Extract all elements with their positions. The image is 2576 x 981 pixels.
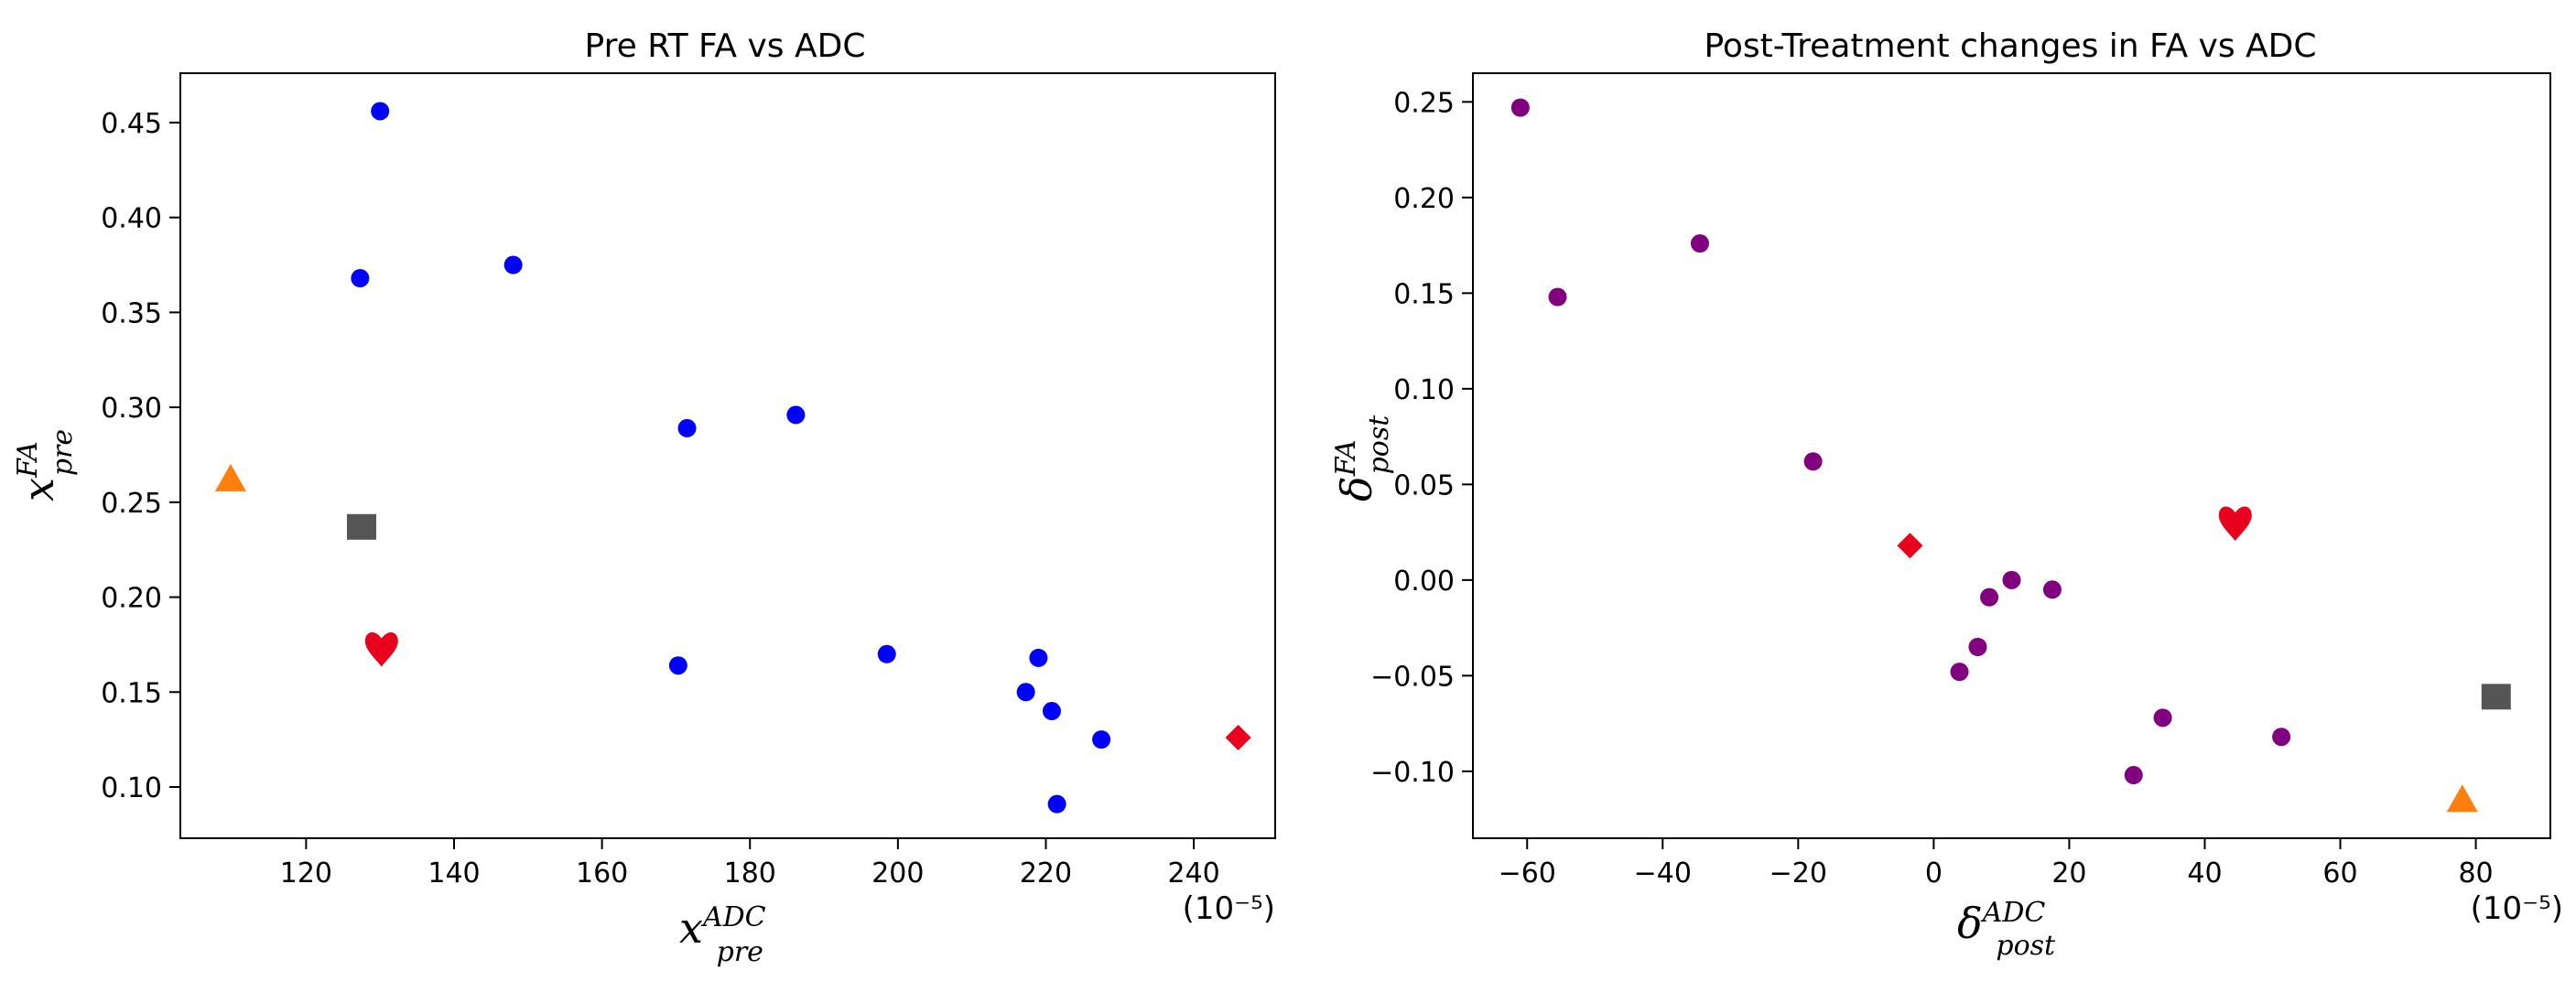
plot-frame xyxy=(179,72,1276,839)
y-tick-label: 0.30 xyxy=(101,393,162,425)
x-axis-label: xADC pre xyxy=(679,901,766,968)
x-tick-label: 40 xyxy=(2187,857,2222,889)
y-tick-label: 0.10 xyxy=(101,772,162,804)
circle-marker xyxy=(1510,98,1530,117)
square-marker xyxy=(2481,684,2511,710)
x-tick-label: −60 xyxy=(1499,857,1556,889)
heart-marker xyxy=(2218,506,2252,542)
chart-post-treatment: Post-Treatment changes in FA vs ADC −60−… xyxy=(1330,27,2563,962)
x-tick-label: 20 xyxy=(2051,857,2086,889)
x-tick-label: 220 xyxy=(1020,857,1072,889)
circle-marker xyxy=(2042,580,2062,599)
x-tick-label: 120 xyxy=(280,857,332,889)
y-tick-label: 0.25 xyxy=(1393,87,1455,119)
y-tick-label: 0.40 xyxy=(101,203,162,235)
y-tick-label: 0.20 xyxy=(101,583,162,615)
plot-frame xyxy=(1472,72,2551,839)
circle-marker xyxy=(2272,728,2291,747)
diamond-marker xyxy=(1897,533,1923,559)
circle-marker xyxy=(1047,794,1066,814)
x-tick-label: −40 xyxy=(1634,857,1692,889)
plot-area xyxy=(1510,98,2511,813)
y-tick-label: 0.15 xyxy=(101,677,162,709)
chart-title: Post-Treatment changes in FA vs ADC xyxy=(1704,27,2316,65)
y-tick-label: 0.15 xyxy=(1393,278,1455,310)
x-scale-label: (10⁻⁵) xyxy=(1183,890,1275,927)
circle-marker xyxy=(2002,570,2021,589)
x-tick-label: −20 xyxy=(1770,857,1827,889)
x-scale-label: (10⁻⁵) xyxy=(2471,890,2563,927)
x-tick-label: 200 xyxy=(871,857,924,889)
y-tick-label: 0.20 xyxy=(1393,183,1455,215)
circle-marker xyxy=(1092,730,1111,749)
y-axis-label: δFApost xyxy=(1330,415,1395,501)
circle-marker xyxy=(677,418,697,437)
circle-marker xyxy=(1803,452,1823,471)
chart-pre-rt: Pre RT FA vs ADC 120 140 160 180 200 220 240 0.… xyxy=(12,27,1276,968)
circle-marker xyxy=(371,102,390,121)
circle-marker xyxy=(1690,234,1709,253)
diamond-marker xyxy=(1225,725,1251,751)
x-tick-label: 80 xyxy=(2458,857,2493,889)
x-tick-label: 0 xyxy=(1925,857,1943,889)
y-tick-label: 0.45 xyxy=(101,108,162,140)
x-axis-label: δADC post xyxy=(1957,897,2056,962)
circle-marker xyxy=(1950,663,1969,682)
y-tick-label: −0.05 xyxy=(1370,661,1455,693)
axes: 120 140 160 180 200 220 240 0.10 0.15 0.20 0.25 0.3… xyxy=(101,108,1220,889)
x-tick-label: 60 xyxy=(2322,857,2357,889)
triangle-marker xyxy=(214,463,246,491)
chart-title: Pre RT FA vs ADC xyxy=(585,27,866,65)
x-tick-label: 240 xyxy=(1167,857,1219,889)
y-tick-label: 0.10 xyxy=(1393,374,1455,406)
square-marker xyxy=(346,513,376,540)
triangle-marker xyxy=(2446,784,2478,813)
circle-marker xyxy=(1042,702,1061,721)
y-tick-label: 0.05 xyxy=(1393,469,1455,501)
circle-marker xyxy=(1980,588,1999,607)
x-tick-label: 180 xyxy=(724,857,776,889)
circle-marker xyxy=(1029,648,1048,667)
x-tick-label: 160 xyxy=(576,857,628,889)
circle-marker xyxy=(1968,638,1987,656)
circle-marker xyxy=(503,255,523,275)
y-tick-label: 0.00 xyxy=(1393,566,1455,598)
plot-area xyxy=(214,102,1251,814)
circle-marker xyxy=(668,656,687,675)
y-tick-label: 0.35 xyxy=(101,297,162,329)
circle-marker xyxy=(786,405,806,425)
circle-marker xyxy=(1548,287,1567,307)
circle-marker xyxy=(2124,766,2143,785)
y-axis-label: xFA pre xyxy=(12,429,79,501)
circle-marker xyxy=(1016,683,1035,702)
axes: −60 −40 −20 0 20 40 60 80 −0.10 −0.05 0.00 0.05 0.10… xyxy=(1370,87,2494,889)
y-tick-label: −0.10 xyxy=(1370,757,1455,789)
circle-marker xyxy=(2153,708,2172,728)
heart-marker xyxy=(364,631,398,667)
y-axis-label-group: xFA pre xyxy=(12,429,79,501)
x-tick-label: 140 xyxy=(428,857,480,889)
circle-marker xyxy=(877,644,896,663)
y-axis-label-group: δFApost xyxy=(1330,415,1395,501)
circle-marker xyxy=(351,269,370,288)
y-tick-label: 0.25 xyxy=(101,488,162,520)
